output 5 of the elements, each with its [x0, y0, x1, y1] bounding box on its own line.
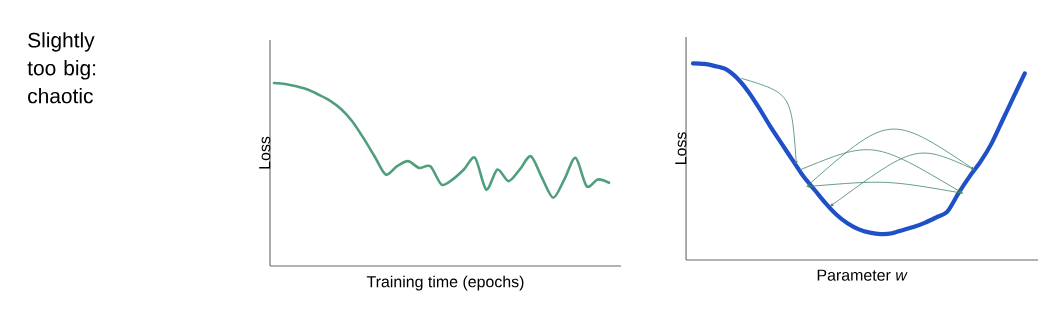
text: Slightly too big: chaotic [27, 32, 96, 104]
y-axis-title: Loss [675, 132, 687, 165]
x-axis-title: Parameter w [817, 269, 908, 281]
y-axis-title: Loss [259, 136, 271, 169]
x-axis-title: Training time (epochs) [366, 275, 524, 291]
